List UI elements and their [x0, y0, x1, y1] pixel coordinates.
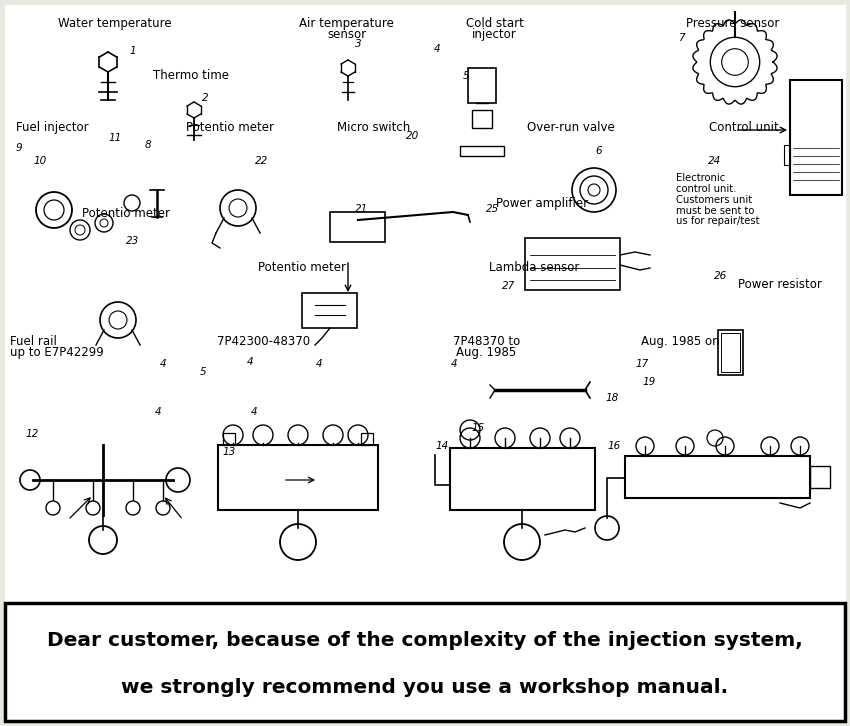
Text: Potentio meter: Potentio meter [185, 121, 274, 134]
Text: 25: 25 [486, 204, 500, 214]
Text: 2: 2 [202, 93, 209, 103]
Bar [468, 68, 496, 103]
Text: Lambda sensor: Lambda sensor [489, 261, 579, 274]
Text: Air temperature: Air temperature [299, 17, 394, 30]
Text: Electronic: Electronic [676, 173, 725, 183]
Text: Fuel rail: Fuel rail [10, 335, 57, 348]
Text: 9: 9 [15, 143, 22, 153]
Text: Micro switch: Micro switch [337, 121, 411, 134]
Text: 4: 4 [251, 407, 258, 417]
Text: 3: 3 [355, 38, 362, 49]
Text: 7P42300-48370: 7P42300-48370 [217, 335, 310, 348]
Bar [5, 603, 845, 721]
Text: 26: 26 [714, 271, 728, 281]
Text: 4: 4 [434, 44, 440, 54]
Text: 27: 27 [502, 281, 515, 291]
Bar [810, 466, 830, 488]
Bar [721, 333, 740, 372]
Bar [784, 145, 790, 165]
Text: 7P48370 to: 7P48370 to [452, 335, 520, 348]
Text: 10: 10 [34, 156, 48, 166]
Text: Power resistor: Power resistor [738, 278, 822, 291]
Bar [218, 445, 378, 510]
Text: Cold start: Cold start [466, 17, 524, 30]
Text: Over-run valve: Over-run valve [527, 121, 615, 134]
Bar [460, 146, 504, 156]
Text: 24: 24 [708, 156, 722, 166]
Bar [790, 80, 842, 195]
Text: 21: 21 [355, 204, 369, 214]
Text: 4: 4 [450, 359, 457, 370]
Bar [525, 238, 620, 290]
Text: 5: 5 [200, 367, 207, 377]
Text: Potentio meter: Potentio meter [82, 207, 170, 220]
Bar [302, 293, 357, 328]
Bar [361, 433, 373, 445]
Text: Customers unit: Customers unit [676, 195, 752, 205]
Text: 19: 19 [643, 377, 656, 387]
Text: 13: 13 [223, 446, 236, 457]
Text: 6: 6 [595, 146, 602, 156]
Text: 15: 15 [472, 423, 485, 433]
Text: 20: 20 [406, 131, 420, 142]
Bar [718, 330, 743, 375]
Text: 16: 16 [608, 441, 621, 451]
Text: Control unit: Control unit [709, 121, 779, 134]
Bar [5, 5, 845, 608]
Text: Aug. 1985: Aug. 1985 [456, 346, 516, 359]
Text: must be sent to: must be sent to [676, 205, 754, 216]
Text: up to E7P42299: up to E7P42299 [10, 346, 104, 359]
Text: we strongly recommend you use a workshop manual.: we strongly recommend you use a workshop… [122, 679, 728, 698]
Bar [330, 212, 385, 242]
Bar [223, 433, 235, 445]
Text: 11: 11 [109, 133, 122, 143]
Text: 4: 4 [155, 407, 162, 417]
Text: 22: 22 [255, 156, 269, 166]
Text: Power amplifier: Power amplifier [496, 197, 588, 210]
Text: sensor: sensor [327, 28, 366, 41]
Text: 4: 4 [316, 359, 323, 370]
Text: 23: 23 [126, 236, 139, 246]
Text: 17: 17 [636, 359, 649, 370]
Bar [450, 448, 595, 510]
Text: Thermo time: Thermo time [153, 69, 230, 82]
Text: 14: 14 [435, 441, 449, 451]
Text: injector: injector [473, 28, 517, 41]
Text: Aug. 1985 on: Aug. 1985 on [641, 335, 719, 348]
Text: Potentio meter: Potentio meter [258, 261, 346, 274]
Text: 18: 18 [605, 393, 619, 403]
Text: Fuel injector: Fuel injector [16, 121, 89, 134]
Text: control unit.: control unit. [676, 184, 736, 194]
Text: Water temperature: Water temperature [58, 17, 172, 30]
Text: Dear customer, because of the complexity of the injection system,: Dear customer, because of the complexity… [47, 632, 803, 650]
Bar [625, 456, 810, 498]
Text: 4: 4 [160, 359, 167, 370]
Text: 12: 12 [26, 429, 39, 439]
Text: 5: 5 [463, 71, 470, 81]
Text: 1: 1 [129, 46, 136, 56]
Bar [472, 110, 492, 128]
Text: us for repair/test: us for repair/test [676, 216, 759, 227]
Text: 8: 8 [144, 140, 151, 150]
Text: 4: 4 [246, 356, 253, 367]
Text: 7: 7 [678, 33, 685, 43]
Text: Pressure sensor: Pressure sensor [686, 17, 779, 30]
